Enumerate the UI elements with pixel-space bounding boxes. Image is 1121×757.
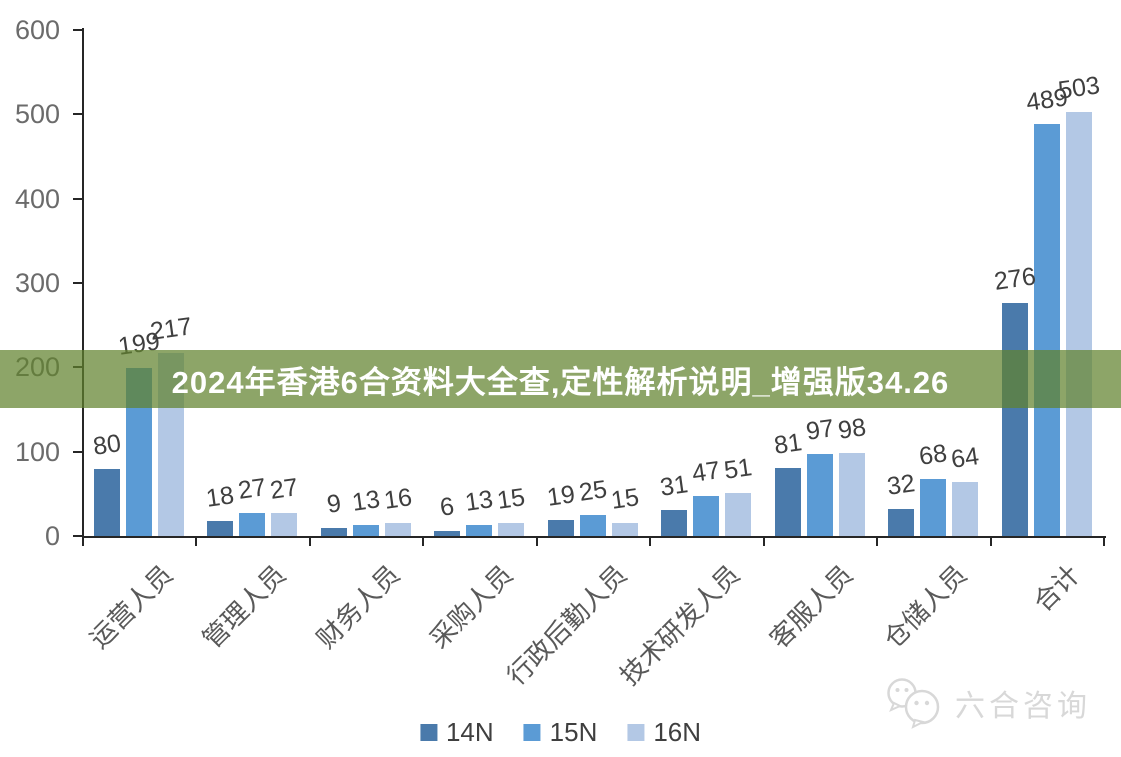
x-tick-mark — [876, 536, 879, 546]
y-axis-label: 0 — [44, 521, 60, 551]
value-label: 15 — [495, 483, 528, 516]
category-label-7: 仓储人员 — [877, 559, 973, 655]
value-label: 217 — [148, 312, 194, 346]
y-axis-line — [82, 28, 84, 538]
bar-14N-0 — [94, 468, 120, 536]
value-label: 27 — [268, 473, 301, 506]
value-label: 276 — [991, 262, 1038, 297]
y-tick-mark — [73, 113, 82, 116]
value-label: 68 — [917, 438, 949, 471]
legend-swatch — [627, 723, 645, 741]
bar-15N-1 — [239, 513, 266, 536]
watermark: 六合咨询 — [881, 676, 1091, 730]
y-axis-label: 100 — [14, 436, 60, 467]
category-label-1: 管理人员 — [196, 559, 292, 655]
bar-15N-2 — [352, 525, 379, 536]
x-tick-mark — [649, 536, 652, 546]
bar-15N-7 — [920, 478, 947, 536]
value-label: 13 — [350, 485, 382, 517]
value-label: 98 — [835, 413, 868, 446]
y-tick-mark — [73, 29, 82, 31]
category-label-2: 财务人员 — [310, 559, 406, 655]
value-label: 27 — [236, 473, 269, 506]
value-label: 6 — [438, 492, 457, 522]
y-axis-label: 400 — [14, 183, 60, 214]
value-label: 13 — [463, 485, 496, 517]
bar-15N-8 — [1033, 123, 1060, 536]
bar-15N-4 — [579, 514, 606, 536]
bar-15N-3 — [466, 525, 493, 536]
category-label-3: 采购人员 — [423, 559, 519, 655]
wechat-bubbles-icon — [887, 678, 940, 729]
value-label: 80 — [91, 428, 123, 461]
legend-item-15n: 15N — [523, 717, 598, 747]
bar-16N-8 — [1065, 111, 1092, 536]
bar-14N-2 — [320, 528, 347, 536]
legend-label: 16N — [653, 717, 702, 747]
overlay-banner: 2024年香港6合资料大全查,定性解析说明_增强版34.26 — [0, 350, 1121, 408]
value-label: 16 — [382, 482, 414, 515]
y-tick-mark — [73, 450, 82, 453]
legend-swatch — [523, 723, 541, 741]
bar-14N-8 — [1001, 303, 1028, 536]
bar-16N-6 — [838, 453, 865, 536]
value-label: 503 — [1055, 71, 1102, 105]
bar-14N-7 — [888, 509, 915, 536]
value-label: 25 — [577, 475, 609, 507]
category-label-4: 行政后勤人员 — [500, 559, 633, 691]
x-axis-line — [82, 536, 1106, 538]
value-label: 19 — [545, 480, 577, 512]
bar-14N-1 — [207, 520, 234, 536]
y-axis-label: 500 — [14, 99, 60, 130]
x-tick-mark — [989, 536, 992, 546]
x-tick-mark — [422, 536, 425, 546]
bar-14N-5 — [661, 509, 688, 536]
bar-14N-6 — [774, 467, 801, 536]
bar-16N-4 — [611, 523, 638, 536]
banner-text: 2024年香港6合资料大全查,定性解析说明_增强版34.26 — [171, 364, 950, 400]
bar-16N-5 — [725, 492, 752, 536]
legend-label: 14N — [445, 717, 494, 747]
value-label: 51 — [722, 453, 754, 485]
value-label: 18 — [204, 481, 237, 513]
legend-swatch — [419, 723, 437, 741]
value-label: 81 — [771, 427, 804, 460]
bar-15N-5 — [693, 496, 720, 536]
value-label: 32 — [885, 469, 917, 501]
x-tick-mark — [1103, 536, 1106, 546]
x-tick-mark — [195, 536, 198, 546]
x-tick-mark — [82, 536, 84, 546]
bar-16N-1 — [271, 513, 298, 536]
chart-legend: 14N 15N 16N — [419, 717, 701, 747]
bar-16N-2 — [384, 522, 411, 536]
bar-16N-3 — [498, 523, 525, 536]
legend-item-16n: 16N — [627, 719, 701, 745]
x-tick-mark — [762, 536, 765, 546]
bar-14N-3 — [434, 530, 461, 536]
legend-item-14n: 14N — [419, 717, 494, 747]
y-tick-mark — [73, 197, 82, 200]
y-axis-label: 300 — [14, 268, 60, 298]
value-label: 47 — [690, 456, 722, 489]
category-label-0: 运营人员 — [83, 559, 179, 655]
value-label: 64 — [949, 442, 981, 474]
watermark-label: 六合咨询 — [955, 690, 1091, 723]
bar-15N-6 — [806, 454, 833, 536]
y-tick-mark — [73, 282, 82, 284]
bar-16N-7 — [952, 482, 979, 536]
bar-14N-4 — [547, 519, 574, 536]
value-label: 97 — [803, 414, 836, 446]
category-label-5: 技术研发人员 — [613, 559, 746, 691]
value-label: 31 — [658, 470, 690, 502]
y-axis-label: 600 — [14, 15, 60, 45]
category-label-6: 客服人员 — [764, 559, 859, 655]
value-label: 9 — [325, 489, 343, 520]
x-tick-mark — [535, 536, 538, 546]
x-tick-mark — [308, 536, 311, 546]
value-label: 15 — [609, 483, 641, 516]
category-label-8: 合计 — [1027, 559, 1086, 618]
y-tick-mark — [73, 535, 82, 537]
legend-label: 15N — [549, 717, 598, 747]
